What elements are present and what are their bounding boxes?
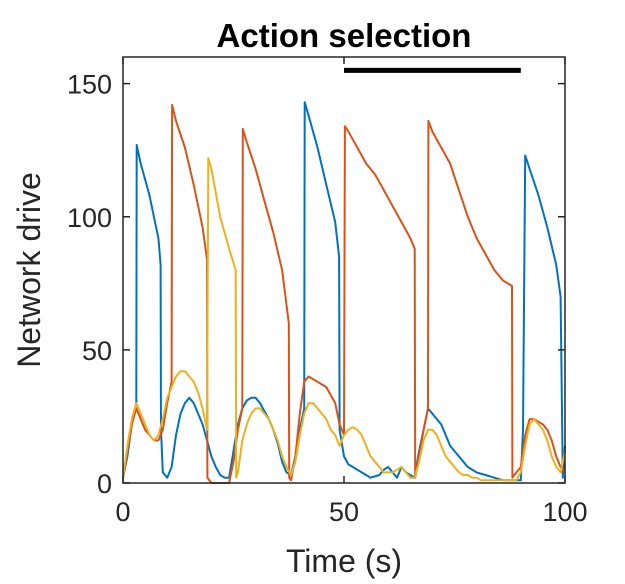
x-axis-label: Time (s) — [286, 543, 402, 579]
y-tick-label-100: 100 — [67, 203, 112, 233]
y-axis-label: Network drive — [11, 172, 47, 368]
tick-layer: 0 50 100 0 50 100 150 — [67, 57, 588, 527]
series-line-1 — [122, 101, 566, 482]
x-tick-label-100: 100 — [542, 497, 587, 527]
y-tick-label-150: 150 — [67, 70, 112, 100]
y-tick-label-0: 0 — [97, 469, 112, 499]
x-tick-label-0: 0 — [115, 497, 130, 527]
x-tick-label-50: 50 — [329, 497, 359, 527]
y-tick-label-50: 50 — [82, 336, 112, 366]
chart-title: Action selection — [217, 17, 472, 54]
series-line-3 — [122, 157, 566, 482]
series-line-2 — [122, 103, 566, 484]
series-layer — [122, 101, 566, 484]
